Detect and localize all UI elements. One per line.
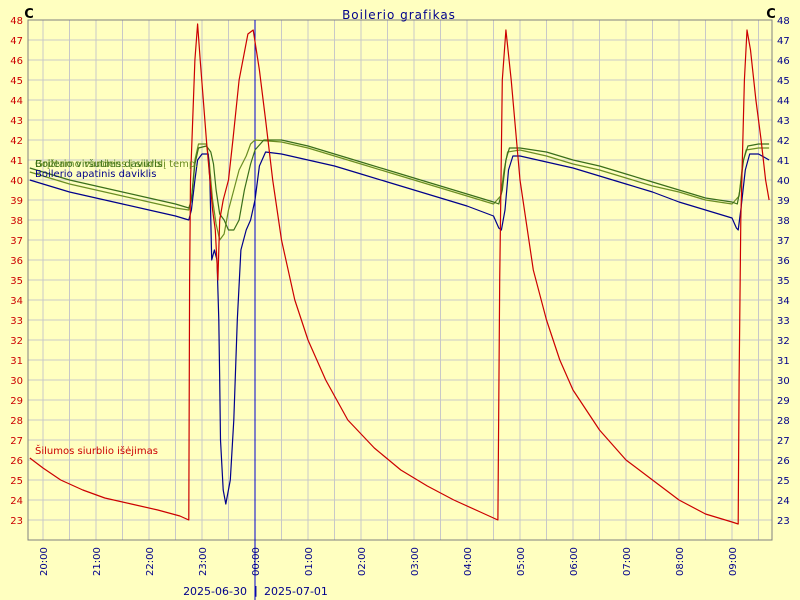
y-tick-label-left: 23 (10, 516, 23, 527)
x-tick-label: 04:00 (463, 547, 474, 576)
y-tick-label-left: 29 (10, 396, 23, 407)
series-line-3 (29, 139, 770, 241)
grid (28, 19, 772, 540)
y-tick-label-left: 47 (10, 36, 23, 47)
x-tick-label: 20:00 (39, 547, 50, 576)
y-tick-label-right: 31 (777, 356, 790, 367)
x-tick-label: 09:00 (728, 547, 739, 576)
y-tick-label-left: 25 (10, 476, 23, 487)
y-tick-label-right: 44 (777, 96, 790, 107)
x-tick-label: 02:00 (357, 547, 368, 576)
y-tick-label-right: 28 (777, 416, 790, 427)
y-tick-label-right: 30 (777, 376, 790, 387)
y-tick-label-right: 27 (777, 436, 790, 447)
y-tick-label-left: 43 (10, 116, 23, 127)
y-tick-label-right: 46 (777, 56, 790, 67)
date-left-label: 2025-06-30 (183, 585, 247, 598)
y-tick-label-left: 48 (10, 16, 23, 27)
y-tick-label-right: 23 (777, 516, 790, 527)
x-tick-label: 00:00 (251, 547, 262, 576)
plot-border (27, 19, 773, 541)
y-tick-label-right: 38 (777, 216, 790, 227)
series-line-1 (29, 151, 770, 505)
legend-label-1: Grįžtamo vandens į siurblį temp. (35, 158, 198, 170)
y-tick-label-left: 34 (10, 296, 23, 307)
x-tick-label: 07:00 (622, 547, 633, 576)
date-separator: | (254, 584, 258, 597)
date-labels: 2025-06-30 | 2025-07-01 (183, 584, 328, 598)
y-tick-label-right: 29 (777, 396, 790, 407)
y-tick-label-left: 41 (10, 156, 23, 167)
y-tick-label-right: 32 (777, 336, 790, 347)
y-tick-label-left: 46 (10, 56, 23, 67)
y-tick-label-right: 34 (777, 296, 790, 307)
y-tick-label-right: 37 (777, 236, 790, 247)
y-tick-label-left: 32 (10, 336, 23, 347)
x-tick-label: 05:00 (516, 547, 527, 576)
y-tick-label-left: 30 (10, 376, 23, 387)
x-tick-label: 06:00 (569, 547, 580, 576)
y-unit-left: C (24, 7, 34, 22)
series-line-0 (29, 23, 770, 525)
y-tick-label-left: 33 (10, 316, 23, 327)
y-axis-left: 23 24 25 26 27 28 29 30 31 32 33 34 35 36 37 38 39 40 41 42… (10, 16, 23, 527)
y-tick-label-right: 43 (777, 116, 790, 127)
y-tick-label-right: 39 (777, 196, 790, 207)
y-tick-label-left: 40 (10, 176, 23, 187)
y-tick-label-right: 35 (777, 276, 790, 287)
date-right-label: 2025-07-01 (264, 585, 328, 598)
y-tick-label-right: 25 (777, 476, 790, 487)
legend-label-2: Boilerio viršutinis daviklis (35, 158, 162, 170)
x-tick-label: 01:00 (304, 547, 315, 576)
y-tick-label-right: 33 (777, 316, 790, 327)
y-tick-label-left: 39 (10, 196, 23, 207)
y-unit-right: C (766, 7, 776, 22)
y-tick-label-left: 35 (10, 276, 23, 287)
series-line-2 (29, 139, 770, 231)
x-axis: 20:00 21:00 22:00 23:00 00:00 01:00 02:00 03:00… (39, 547, 739, 576)
x-tick-label: 08:00 (675, 547, 686, 576)
y-tick-label-left: 26 (10, 456, 23, 467)
y-tick-label-left: 24 (10, 496, 23, 507)
y-tick-label-right: 36 (777, 256, 790, 267)
y-tick-label-left: 45 (10, 76, 23, 87)
y-axis-right: 23 24 25 26 27 28 29 30 31 32 33 34 35 36 37 38 39 40 41 42… (777, 16, 790, 527)
x-tick-label: 22:00 (145, 547, 156, 576)
y-tick-label-left: 37 (10, 236, 23, 247)
y-tick-label-right: 40 (777, 176, 790, 187)
y-tick-label-right: 48 (777, 16, 790, 27)
y-tick-label-right: 24 (777, 496, 790, 507)
chart-title: Boilerio grafikas (342, 8, 456, 22)
y-tick-label-left: 28 (10, 416, 23, 427)
legend-label-3: Boilerio apatinis daviklis (35, 169, 156, 180)
y-tick-label-right: 45 (777, 76, 790, 87)
y-tick-label-left: 44 (10, 96, 23, 107)
series-lines (29, 23, 770, 525)
y-tick-label-left: 42 (10, 136, 23, 147)
y-tick-label-left: 36 (10, 256, 23, 267)
plot-frame (27, 19, 773, 600)
legend-label-0: Šilumos siurblio išėjimas (35, 444, 158, 457)
legend: Šilumos siurblio išėjimas Grįžtamo vanden… (35, 158, 198, 457)
x-tick-label: 21:00 (92, 547, 103, 576)
y-tick-label-right: 47 (777, 36, 790, 47)
y-tick-label-right: 41 (777, 156, 790, 167)
y-tick-label-left: 27 (10, 436, 23, 447)
x-tick-label: 03:00 (410, 547, 421, 576)
x-tick-label: 23:00 (198, 547, 209, 576)
y-tick-label-left: 31 (10, 356, 23, 367)
y-tick-label-right: 42 (777, 136, 790, 147)
y-tick-label-left: 38 (10, 216, 23, 227)
y-tick-label-right: 26 (777, 456, 790, 467)
